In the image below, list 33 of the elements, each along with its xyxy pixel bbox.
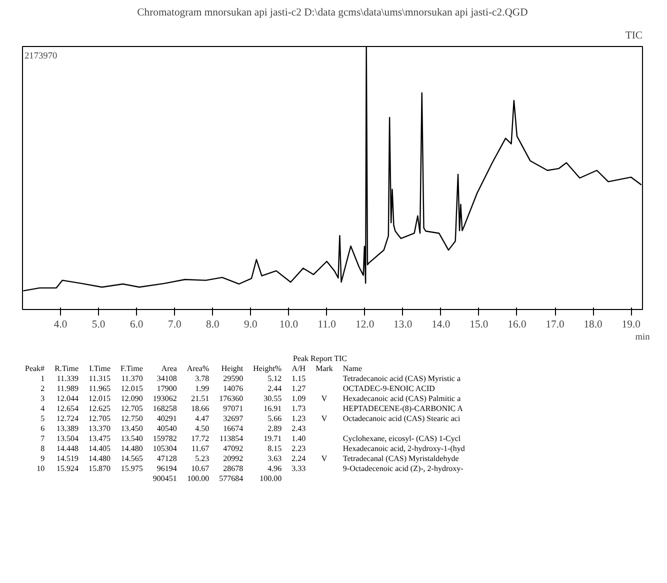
x-tick-label: 5.0: [92, 320, 106, 330]
text: 2 11.989 11.965 12.015 17900 1.99 14076 2.44 1.27 OCTADEC-9-ENOIC ACID: [40, 384, 435, 393]
x-tick-label: 15.0: [470, 320, 488, 330]
text: 5 12.724 12.705 12.750 40291 4.47 32697 5.66 1.23 V Octadecanoic acid (CAS) Stearic aci: [40, 414, 460, 423]
text: 7 13.504 13.475 13.540 159782 17.72 113854 19.71 1.40 Cyclohexane, eicosyl- (CAS) 1-Cycl: [40, 434, 461, 443]
text: 1 11.339 11.315 11.370 34108 3.78 29590 5.12 1.15 Tetradecanoic acid (CAS) Myristic a: [40, 374, 461, 383]
text: 3 12.044 12.015 12.090 193062 21.51 176360 30.55 1.09 V Hexadecanoic acid (CAS) Palmitic a: [40, 394, 461, 403]
x-tick-label: 10.0: [279, 320, 298, 330]
x-tick-label: 8.0: [206, 320, 220, 330]
text: 9 14.519 14.480 14.565 47128 5.23 20992 3.63 2.24 V Tetradecanal (CAS) Myristaldehyde: [40, 454, 459, 463]
x-tick-label: 13.0: [394, 320, 412, 330]
text: TIC: [625, 30, 643, 42]
text: 8 14.448 14.405 14.480 105304 11.67 47092 8.15 2.23 Hexadecanoic acid, 2-hydroxy-1-(hyd: [40, 444, 465, 453]
text: Peak# R.Time I.Time F.Time Area Area% Height Height% A/H Mark Name: [25, 364, 362, 373]
annotation: 2173970: [24, 52, 58, 62]
x-tick-label: 4.0: [54, 320, 68, 330]
chart-title: Chromatogram mnorsukan api jasti-c2 D:\data gcms\data\ums\mnorsukan api jasti-c2.QGD: [137, 8, 528, 18]
x-tick-label: 19.0: [622, 320, 640, 330]
text: 4 12.654 12.625 12.705 168258 18.66 97071 16.91 1.73 HEPTADECENE-(8)-CARBONIC A: [40, 404, 463, 413]
x-tick-label: 16.0: [508, 320, 526, 330]
x-tick-label: 17.0: [546, 320, 564, 330]
x-tick-label: 9.0: [244, 320, 258, 330]
x-tick-label: 12.0: [356, 320, 374, 330]
x-tick-label: 14.0: [432, 320, 450, 330]
x-axis-title: min: [635, 332, 650, 342]
x-tick-label: 11.0: [318, 320, 336, 330]
text: 10 15.924 15.870 15.975 96194 10.67 28678 4.96 3.33 9-Octadecenoic acid (Z)-, 2-hydroxy-: [36, 464, 464, 473]
x-tick-label: 18.0: [584, 320, 602, 330]
x-tick-label: 6.0: [130, 320, 144, 330]
x-tick-label: 7.0: [168, 320, 182, 330]
text: 6 13.389 13.370 13.450 40540 4.50 16674 2.89 2.43: [40, 424, 306, 433]
text: 900451 100.00 577684 100.00: [152, 474, 282, 483]
text: Peak Report TIC: [292, 354, 348, 364]
